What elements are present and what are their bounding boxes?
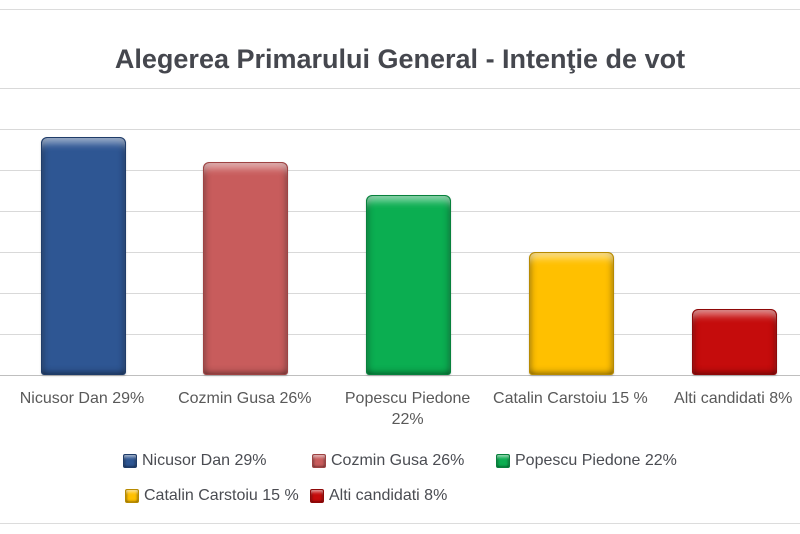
gridline-30pct	[0, 129, 800, 130]
x-tick-label-cozmin-gusa-26pct: Cozmin Gusa 26%	[178, 390, 312, 407]
legend-swatch-cozmin-gusa-26pct	[312, 454, 326, 468]
bar-alti-candidati-8pct	[691, 309, 777, 375]
gridline-25pct	[0, 170, 800, 171]
x-tick-label-alti-candidati-8pct: Alti candidati 8%	[674, 390, 793, 407]
legend-swatch-popescu-piedone-22pct	[496, 454, 510, 468]
legend-item-popescu-piedone-22pct: Popescu Piedone 22%	[496, 452, 677, 470]
legend-label: Cozmin Gusa 26%	[331, 452, 465, 469]
legend-label: Popescu Piedone 22%	[515, 452, 677, 469]
bar-popescu-piedone-22pct	[366, 194, 452, 375]
legend-label: Nicusor Dan 29%	[142, 452, 267, 469]
legend-swatch-nicusor-dan-29pct	[123, 454, 137, 468]
top-frame-line	[0, 9, 800, 10]
x-tick-label-nicusor-dan-29pct: Nicusor Dan 29%	[19, 390, 145, 407]
chart-title: Alegerea Primarului General - Intenţie d…	[114, 44, 686, 75]
gridline-35pct	[0, 88, 800, 89]
x-axis-baseline	[0, 375, 800, 376]
legend-swatch-alti-candidati-8pct	[310, 489, 324, 503]
bar-nicusor-dan-29pct	[40, 137, 126, 375]
legend-label: Catalin Carstoiu 15 %	[144, 487, 299, 504]
legend-label: Alti candidati 8%	[329, 487, 448, 504]
x-tick-label-catalin-carstoiu-15-pct: Catalin Carstoiu 15 %	[493, 390, 648, 407]
bottom-frame-line	[0, 523, 800, 524]
x-tick-label-popescu-piedone-22pct: Popescu Piedone 22%	[344, 390, 471, 428]
legend-item-alti-candidati-8pct: Alti candidati 8%	[310, 487, 447, 505]
bar-cozmin-gusa-26pct	[203, 161, 289, 375]
bar-catalin-carstoiu-15-pct	[528, 252, 614, 375]
legend-item-cozmin-gusa-26pct: Cozmin Gusa 26%	[312, 452, 464, 470]
legend-swatch-catalin-carstoiu-15-pct	[125, 489, 139, 503]
legend-item-catalin-carstoiu-15-pct: Catalin Carstoiu 15 %	[125, 487, 299, 505]
legend-item-nicusor-dan-29pct: Nicusor Dan 29%	[123, 452, 267, 470]
